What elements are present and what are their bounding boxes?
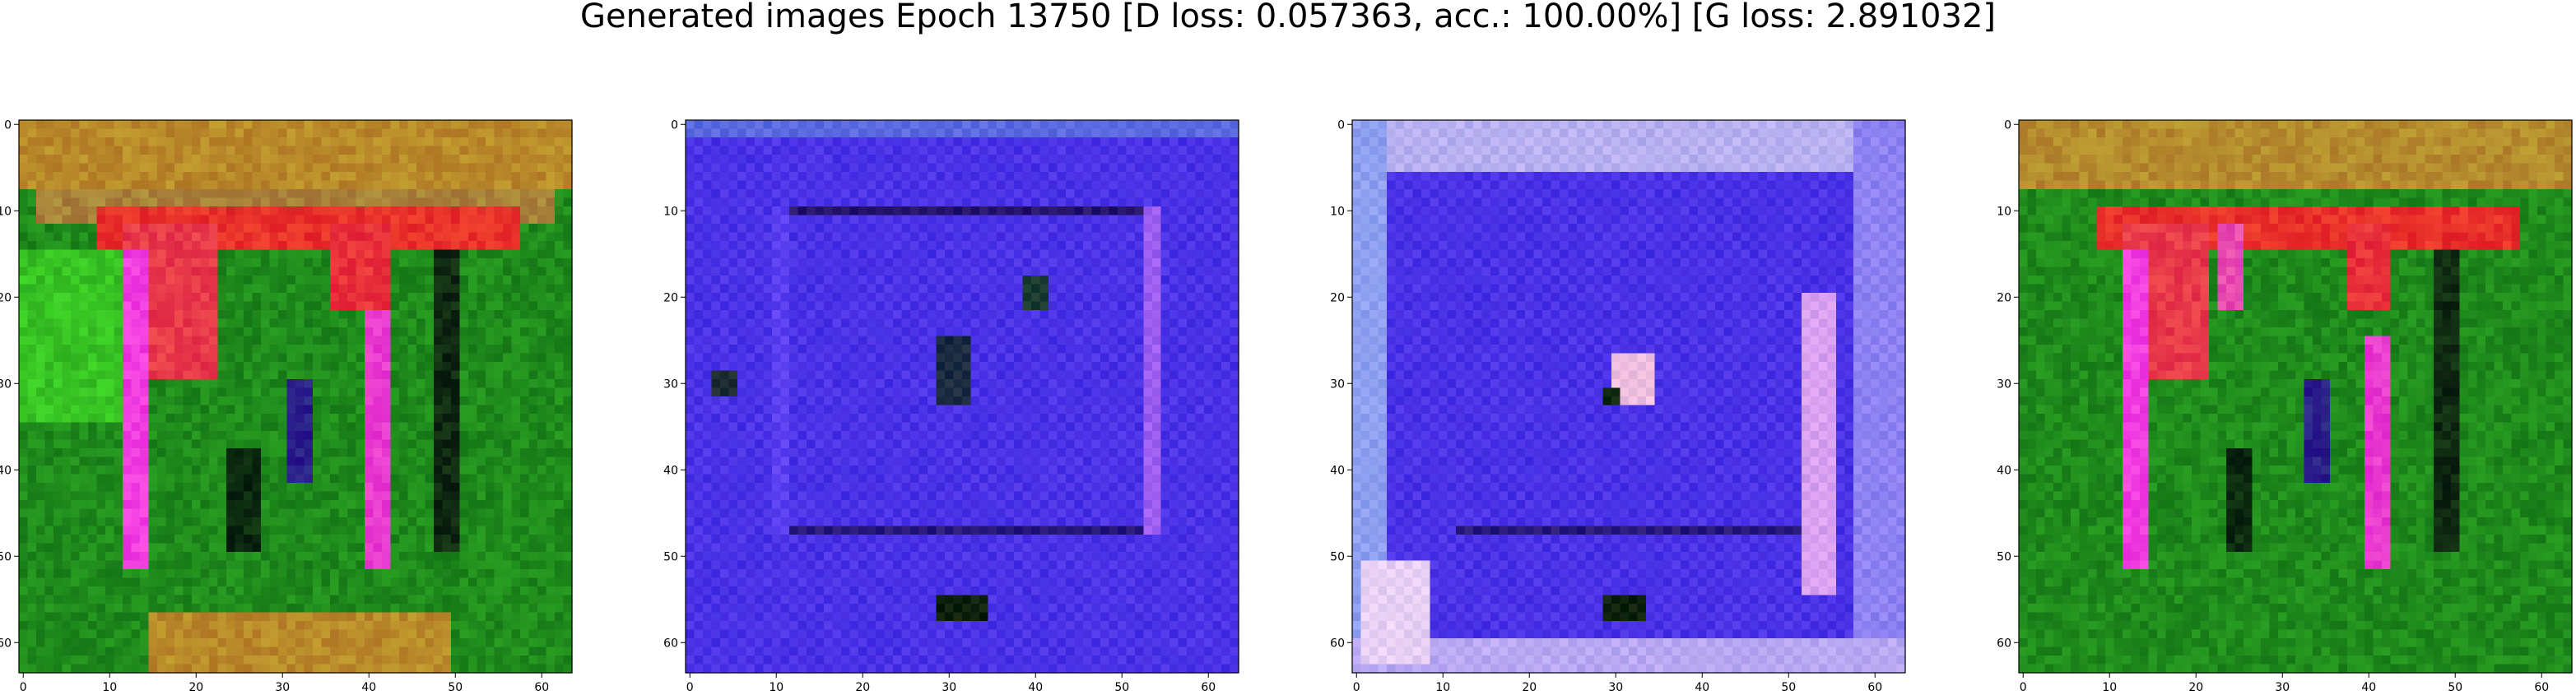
image-axes: 0 10 20 30 40 50 60 0 10 20 30 40 50 60 [0, 118, 573, 694]
y-tick-label: 10 [1997, 205, 2011, 218]
axes-frame [2018, 119, 2573, 674]
x-tick-label: 10 [2102, 681, 2117, 694]
generated-image-pixels [19, 120, 573, 674]
y-tick-label: 0 [671, 118, 678, 132]
x-tick-label: 60 [1867, 681, 1882, 694]
generated-image-pixels [2019, 120, 2573, 674]
x-tick-label: 0 [2020, 681, 2027, 694]
x-tick-label: 0 [686, 681, 694, 694]
y-tick-label: 60 [1997, 637, 2011, 650]
y-tick-label: 60 [663, 637, 678, 650]
x-tick-label: 10 [1435, 681, 1450, 694]
axes-frame [685, 119, 1239, 674]
y-tick-label: 30 [663, 378, 678, 391]
y-tick-label: 40 [0, 464, 12, 477]
y-tick-label: 10 [1330, 205, 1345, 218]
y-tick-label: 50 [0, 550, 12, 563]
x-tick-label: 50 [2448, 681, 2462, 694]
x-tick-label: 50 [1114, 681, 1129, 694]
y-tick-label: 50 [1330, 550, 1345, 563]
x-tick-label: 50 [1781, 681, 1796, 694]
x-tick-label: 60 [2534, 681, 2549, 694]
y-tick-label: 20 [1330, 291, 1345, 304]
y-tick-label: 20 [0, 291, 12, 304]
y-tick-label: 10 [0, 205, 12, 218]
x-tick-label: 20 [2188, 681, 2203, 694]
y-tick-label: 40 [663, 464, 678, 477]
axes-frame [1351, 119, 1906, 674]
x-tick-label: 60 [534, 681, 549, 694]
axes-frame [18, 119, 573, 674]
generated-image-pixels [686, 120, 1239, 674]
image-axes: 0 10 20 30 40 50 60 0 10 20 30 40 50 60 [1997, 118, 2573, 694]
x-tick-label: 40 [1695, 681, 1709, 694]
x-tick-label: 20 [855, 681, 870, 694]
x-tick-label: 20 [188, 681, 203, 694]
y-tick-label: 20 [1997, 291, 2011, 304]
image-axes: 0 10 20 30 40 50 60 0 10 20 30 40 50 60 [663, 118, 1239, 694]
generated-image-panel-4: 0 10 20 30 40 50 60 0 10 20 30 40 50 60 [1997, 118, 2573, 694]
y-tick-label: 40 [1330, 464, 1345, 477]
y-tick-label: 40 [1997, 464, 2011, 477]
x-tick-label: 0 [1353, 681, 1360, 694]
x-tick-label: 40 [2361, 681, 2376, 694]
y-tick-label: 0 [4, 118, 12, 132]
x-tick-label: 30 [2275, 681, 2290, 694]
y-tick-label: 60 [0, 637, 12, 650]
generated-image-pixels [1352, 120, 1906, 674]
generated-image-panel-2: 0 10 20 30 40 50 60 0 10 20 30 40 50 60 [663, 118, 1239, 694]
x-tick-label: 0 [20, 681, 27, 694]
y-tick-label: 10 [663, 205, 678, 218]
x-tick-label: 50 [448, 681, 463, 694]
x-tick-label: 10 [102, 681, 117, 694]
x-tick-label: 40 [1028, 681, 1043, 694]
figure-suptitle: Generated images Epoch 13750 [D loss: 0.… [579, 0, 1997, 35]
generated-image-panel-1: 0 10 20 30 40 50 60 0 10 20 30 40 50 60 [0, 118, 573, 694]
y-tick-label: 30 [0, 378, 12, 391]
y-tick-label: 60 [1330, 637, 1345, 650]
x-tick-label: 30 [1608, 681, 1623, 694]
y-tick-label: 50 [663, 550, 678, 563]
generated-image-panel-3: 0 10 20 30 40 50 60 0 10 20 30 40 50 60 [1330, 118, 1906, 694]
x-tick-label: 20 [1522, 681, 1537, 694]
x-tick-label: 60 [1201, 681, 1216, 694]
x-tick-label: 40 [361, 681, 376, 694]
y-tick-label: 20 [663, 291, 678, 304]
y-tick-label: 50 [1997, 550, 2011, 563]
y-tick-label: 0 [1337, 118, 1345, 132]
y-tick-label: 0 [2004, 118, 2011, 132]
y-tick-label: 30 [1997, 378, 2011, 391]
y-tick-label: 30 [1330, 378, 1345, 391]
x-tick-label: 30 [275, 681, 290, 694]
x-tick-label: 10 [769, 681, 783, 694]
x-tick-label: 30 [942, 681, 956, 694]
image-axes: 0 10 20 30 40 50 60 0 10 20 30 40 50 60 [1330, 118, 1906, 694]
